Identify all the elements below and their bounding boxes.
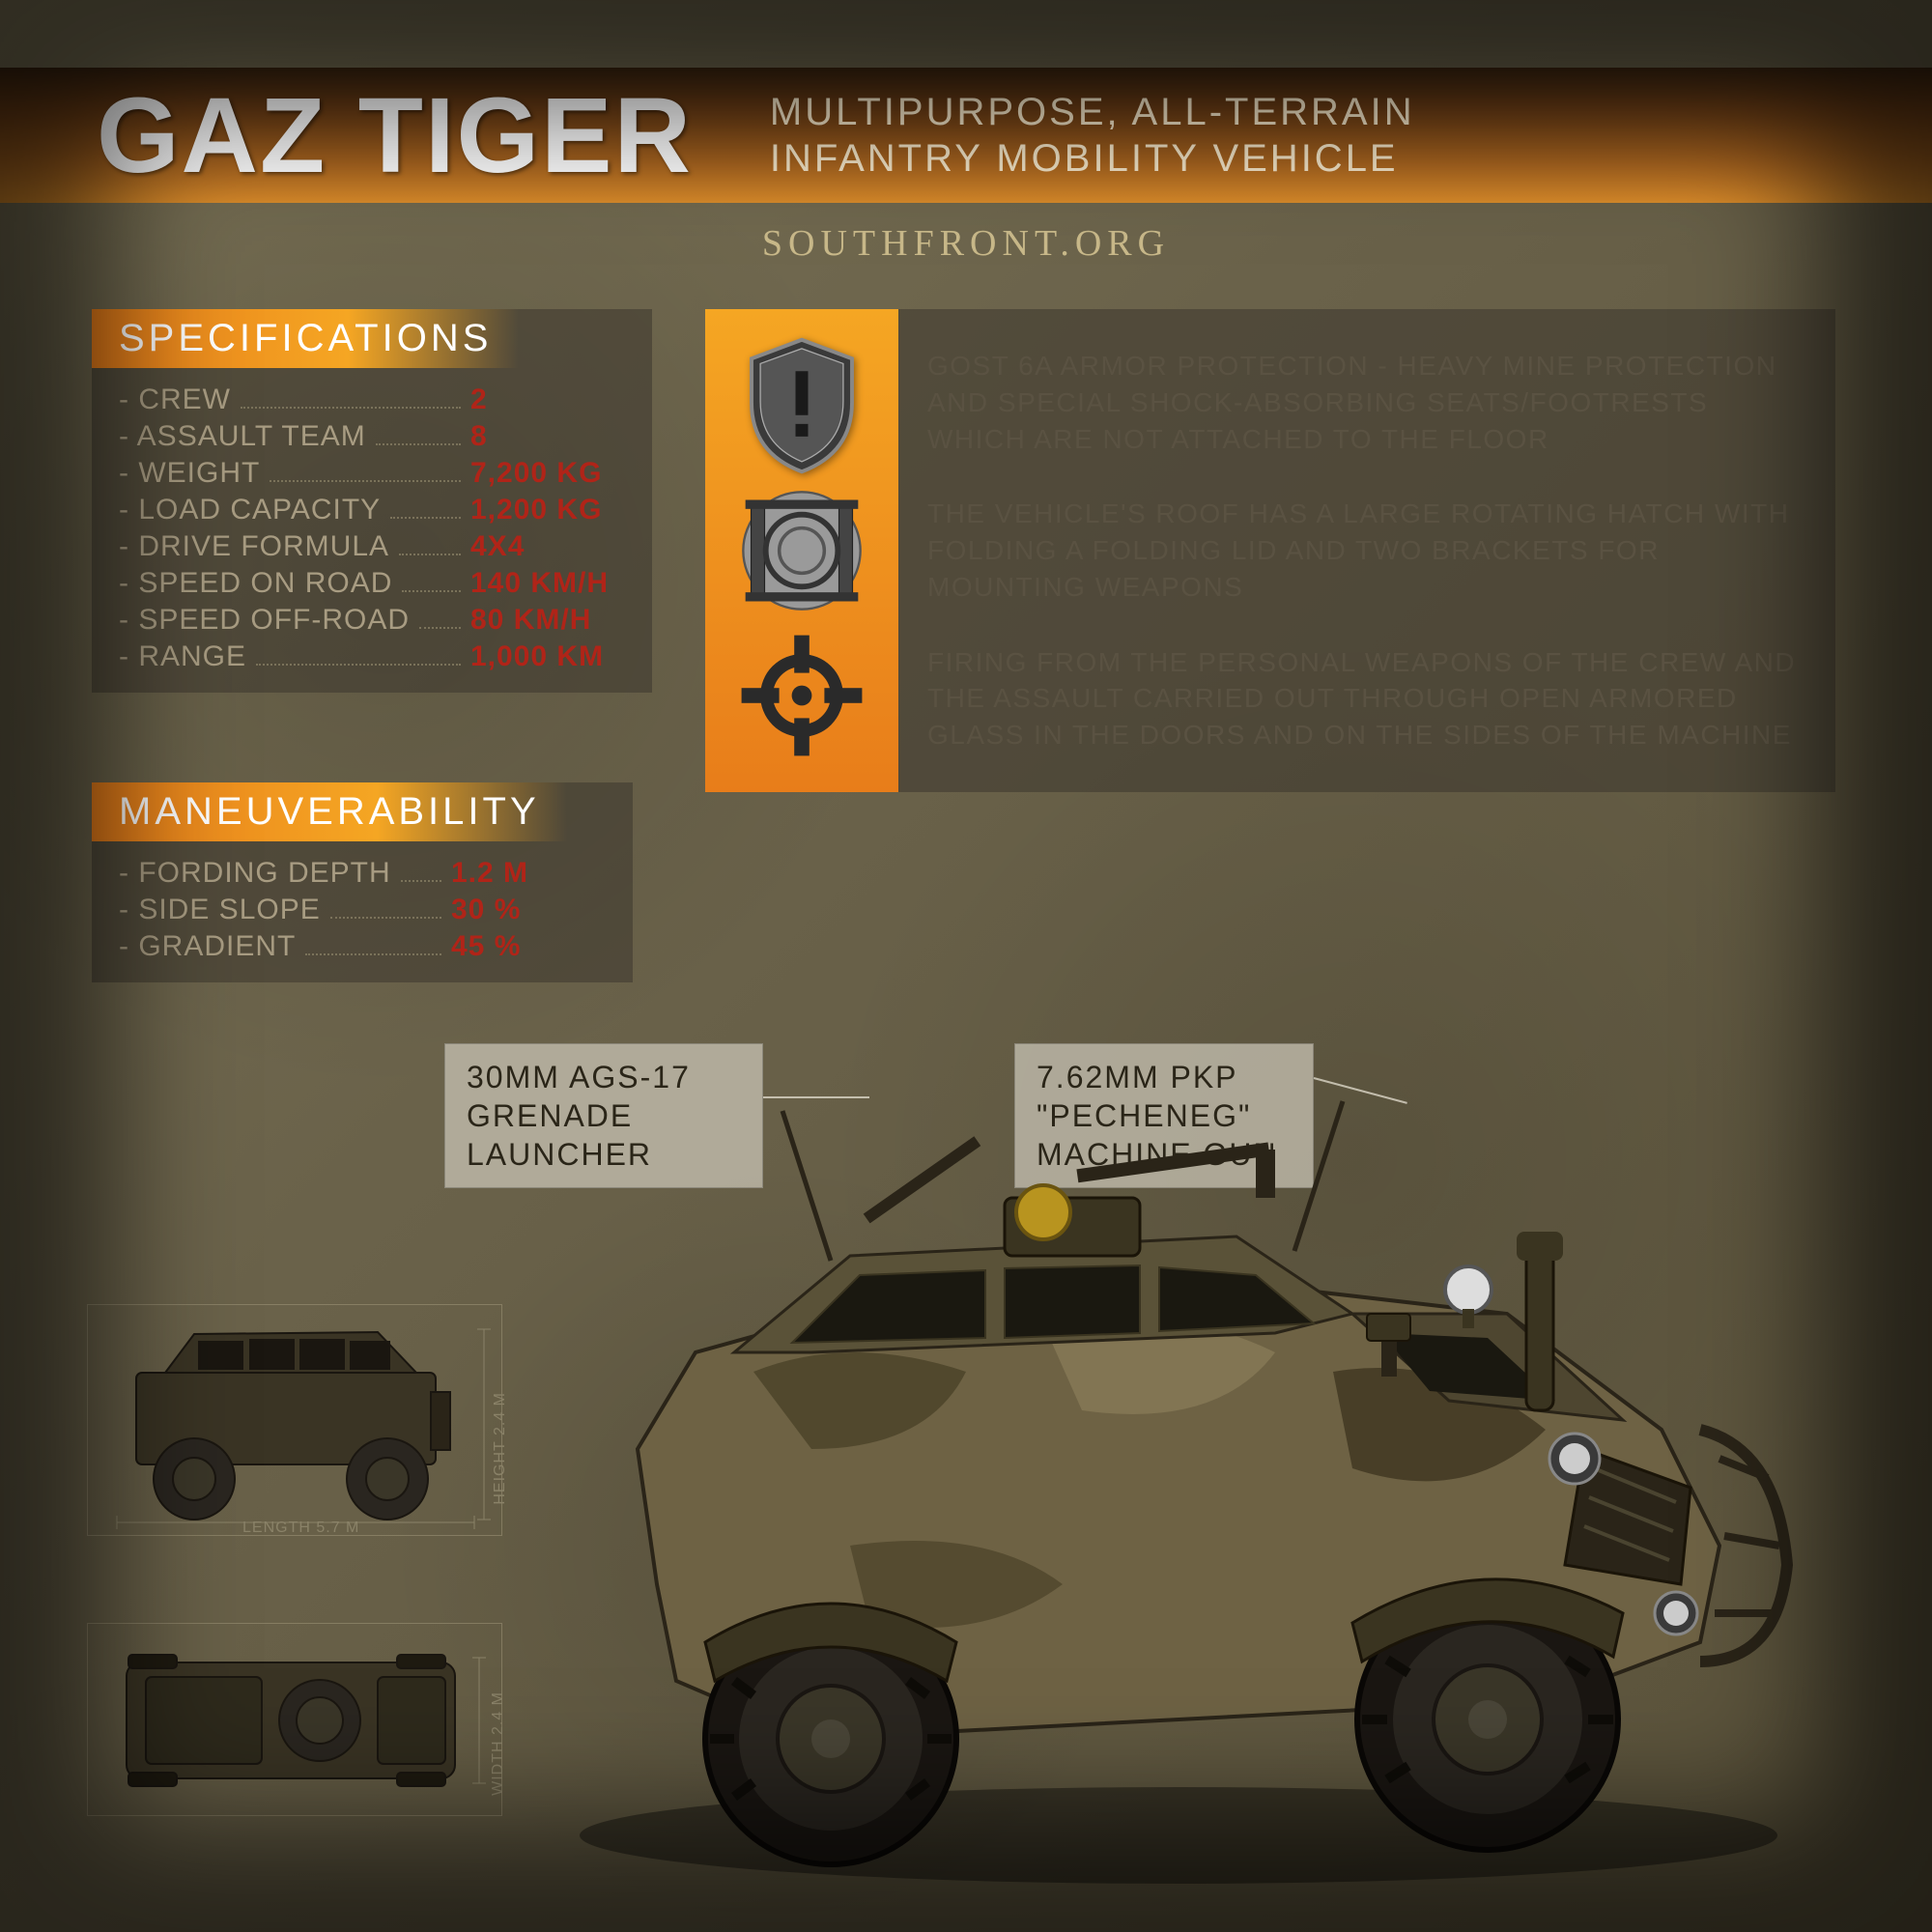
spec-value: 1,000 KM [470,640,625,673]
spec-row: - DRIVE FORMULA 4X4 [92,528,652,565]
features-panel: GOST 6A ARMOR PROTECTION - HEAVY MINE PR… [705,309,1835,792]
spec-value: 80 KM/H [470,604,625,637]
spec-label: - LOAD CAPACITY [119,494,381,526]
specifications-title: SPECIFICATIONS [92,309,519,368]
spec-label: - ASSAULT TEAM [119,420,366,453]
spec-value: 1,200 KG [470,494,625,526]
crosshair-icon [729,623,874,768]
hatch-icon [729,478,874,623]
feature-icons-column [705,309,898,792]
spec-label: - DRIVE FORMULA [119,530,389,563]
feature-text: THE VEHICLE'S ROOF HAS A LARGE ROTATING … [927,484,1806,616]
spec-row: - WEIGHT 7,200 KG [92,455,652,492]
dim-length: LENGTH 5.7 M [242,1520,359,1537]
spec-row: - FORDING DEPTH 1.2 M [92,855,633,892]
spec-value: 7,200 KG [470,457,625,490]
spec-value: 45 % [451,930,606,963]
spec-label: - SPEED ON ROAD [119,567,392,600]
spec-value: 140 KM/H [470,567,625,600]
source-credit: SOUTHFRONT.ORG [0,222,1932,265]
shield-icon [729,333,874,478]
spec-label: - RANGE [119,640,246,673]
spec-row: - ASSAULT TEAM 8 [92,418,652,455]
spec-value: 30 % [451,894,606,926]
spec-label: - FORDING DEPTH [119,857,391,890]
header-band: GAZ TIGER MULTIPURPOSE, ALL-TERRAIN INFA… [0,68,1932,203]
dim-height: HEIGHT 2.4 M [492,1392,509,1505]
feature-text: FIRING FROM THE PERSONAL WEAPONS OF THE … [927,633,1806,765]
subtitle-line1: MULTIPURPOSE, ALL-TERRAIN [770,89,1415,135]
spec-value: 1.2 M [451,857,606,890]
spec-row: - GRADIENT 45 % [92,928,633,965]
spec-value: 4X4 [470,530,625,563]
maneuverability-panel: MANEUVERABILITY - FORDING DEPTH 1.2 M - S… [92,782,633,982]
spec-row: - SIDE SLOPE 30 % [92,892,633,928]
blueprint-side-view: LENGTH 5.7 M HEIGHT 2.4 M [87,1304,502,1536]
dim-width: WIDTH 2.4 M [490,1691,507,1796]
blueprint-top-view: WIDTH 2.4 M [87,1623,502,1816]
subtitle-line2: INFANTRY MOBILITY VEHICLE [770,135,1415,182]
spec-value: 2 [470,384,625,416]
vehicle-illustration [425,1043,1855,1893]
spec-row: - SPEED OFF-ROAD 80 KM/H [92,602,652,639]
page-subtitle: MULTIPURPOSE, ALL-TERRAIN INFANTRY MOBIL… [770,89,1415,182]
spec-row: - SPEED ON ROAD 140 KM/H [92,565,652,602]
maneuverability-title: MANEUVERABILITY [92,782,567,841]
spec-row: - LOAD CAPACITY 1,200 KG [92,492,652,528]
spec-label: - SIDE SLOPE [119,894,321,926]
spec-label: - WEIGHT [119,457,260,490]
spec-row: - RANGE 1,000 KM [92,639,652,675]
spec-label: - CREW [119,384,231,416]
spec-label: - GRADIENT [119,930,296,963]
feature-text-column: GOST 6A ARMOR PROTECTION - HEAVY MINE PR… [898,309,1835,792]
spec-value: 8 [470,420,625,453]
specifications-panel: SPECIFICATIONS - CREW 2 - ASSAULT TEAM 8 -… [92,309,652,693]
page-title: GAZ TIGER [97,74,693,197]
spec-row: - CREW 2 [92,382,652,418]
feature-text: GOST 6A ARMOR PROTECTION - HEAVY MINE PR… [927,336,1806,469]
spec-label: - SPEED OFF-ROAD [119,604,410,637]
